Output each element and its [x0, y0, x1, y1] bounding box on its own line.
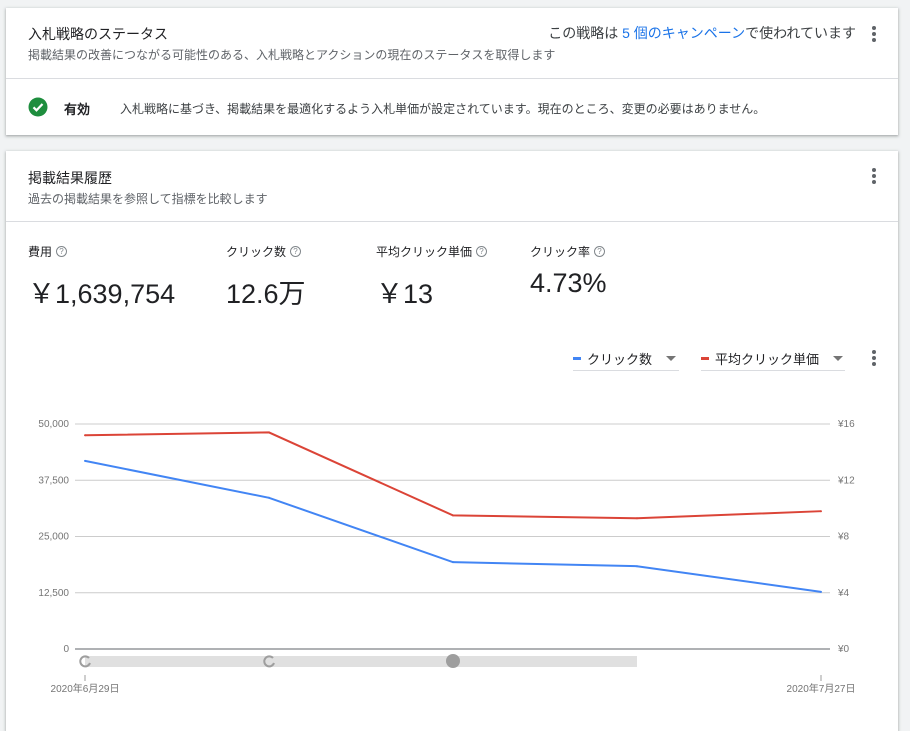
- data-point: [268, 496, 270, 499]
- data-point: [820, 590, 822, 593]
- metric-label: クリック率: [530, 245, 591, 259]
- status-label: 有効: [64, 102, 91, 117]
- data-point: [268, 431, 270, 434]
- series-name: 平均クリック単価: [715, 352, 820, 367]
- data-point: [84, 434, 86, 437]
- card-title: 入札戦略のステータス: [28, 26, 168, 42]
- data-point: [636, 565, 638, 568]
- y-right-tick-label: ¥12: [837, 475, 855, 486]
- y-right-tick-label: ¥16: [837, 419, 855, 430]
- performance-chart: 0 ¥0 12,500 ¥4 25,000 ¥8 37,500 ¥12 50,000 ¥16 202…: [38, 419, 856, 695]
- series-selector-clicks[interactable]: クリック数: [573, 347, 679, 371]
- campaigns-link[interactable]: 5 個のキャンペーン: [622, 25, 746, 41]
- card-subtitle: 掲載結果の改善につながる可能性のある、入札戦略とアクションの現在のステータスを取…: [28, 48, 556, 62]
- y-left-tick-label: 25,000: [38, 532, 69, 543]
- data-point: [452, 561, 454, 564]
- metric-avg-cpc[interactable]: 平均クリック単価? ￥13: [376, 243, 488, 311]
- metric-ctr[interactable]: クリック率? 4.73%: [530, 243, 607, 299]
- metric-value: 12.6万: [226, 279, 306, 309]
- data-point: [820, 510, 822, 513]
- metric-value: 4.73%: [530, 268, 607, 298]
- campaign-usage: この戦略は 5 個のキャンペーンで使われています: [548, 23, 856, 43]
- help-icon[interactable]: ?: [290, 246, 302, 257]
- divider: [6, 221, 898, 222]
- annotation-marker[interactable]: [446, 654, 460, 668]
- card-subtitle: 過去の掲載結果を参照して指標を比較します: [28, 192, 268, 206]
- data-point: [636, 517, 638, 520]
- y-left-tick-label: 50,000: [38, 419, 69, 430]
- y-left-tick-label: 12,500: [38, 588, 69, 599]
- help-icon[interactable]: ?: [594, 246, 606, 257]
- metric-cost[interactable]: 費用? ￥1,639,754: [28, 243, 175, 311]
- metric-label: 平均クリック単価: [376, 245, 473, 259]
- y-left-tick-label: 0: [63, 644, 69, 655]
- series-selector-avg-cpc[interactable]: 平均クリック単価: [701, 347, 845, 371]
- data-point: [84, 459, 86, 462]
- card-title: 掲載結果履歴: [28, 170, 112, 186]
- x-tick-label: 2020年7月27日: [787, 682, 856, 695]
- annotation-track: [85, 656, 637, 667]
- dropdown-arrow-icon: [666, 356, 677, 361]
- metric-value: ￥1,639,754: [28, 279, 176, 309]
- more-options-icon[interactable]: [872, 168, 876, 186]
- y-right-tick-label: ¥0: [837, 644, 850, 655]
- divider: [6, 78, 898, 79]
- change-history-icon[interactable]: [79, 655, 91, 668]
- series-line-avg-cpc: [84, 431, 822, 520]
- series-swatch: [701, 357, 709, 360]
- help-icon[interactable]: ?: [56, 246, 68, 257]
- status-message: 入札戦略に基づき、掲載結果を最適化するよう入札単価が設定されています。現在のとこ…: [120, 102, 766, 116]
- y-right-tick-label: ¥8: [837, 532, 850, 543]
- usage-suffix: で使われています: [745, 25, 856, 41]
- usage-prefix: この戦略は: [548, 25, 619, 41]
- series-swatch: [573, 357, 581, 360]
- bid-strategy-status-card: 入札戦略のステータス 掲載結果の改善につながる可能性のある、入札戦略とアクション…: [6, 8, 898, 135]
- metric-clicks[interactable]: クリック数? 12.6万: [226, 243, 306, 311]
- more-options-icon[interactable]: [872, 26, 876, 44]
- metric-value: ￥13: [376, 279, 434, 309]
- chart-options-icon[interactable]: [872, 350, 876, 368]
- x-tick-label: 2020年6月29日: [51, 682, 120, 695]
- help-icon[interactable]: ?: [476, 246, 488, 257]
- y-left-tick-label: 37,500: [38, 475, 69, 486]
- data-point: [452, 514, 454, 517]
- performance-history-card: 掲載結果履歴 過去の掲載結果を参照して指標を比較します 費用? ￥1,639,7…: [6, 151, 898, 731]
- series-name: クリック数: [587, 352, 653, 367]
- change-history-icon[interactable]: [263, 655, 275, 668]
- dropdown-arrow-icon: [833, 356, 844, 361]
- check-circle-icon: [28, 97, 48, 117]
- metric-label: クリック数: [226, 245, 287, 259]
- y-right-tick-label: ¥4: [837, 588, 850, 599]
- metric-label: 費用: [28, 245, 53, 259]
